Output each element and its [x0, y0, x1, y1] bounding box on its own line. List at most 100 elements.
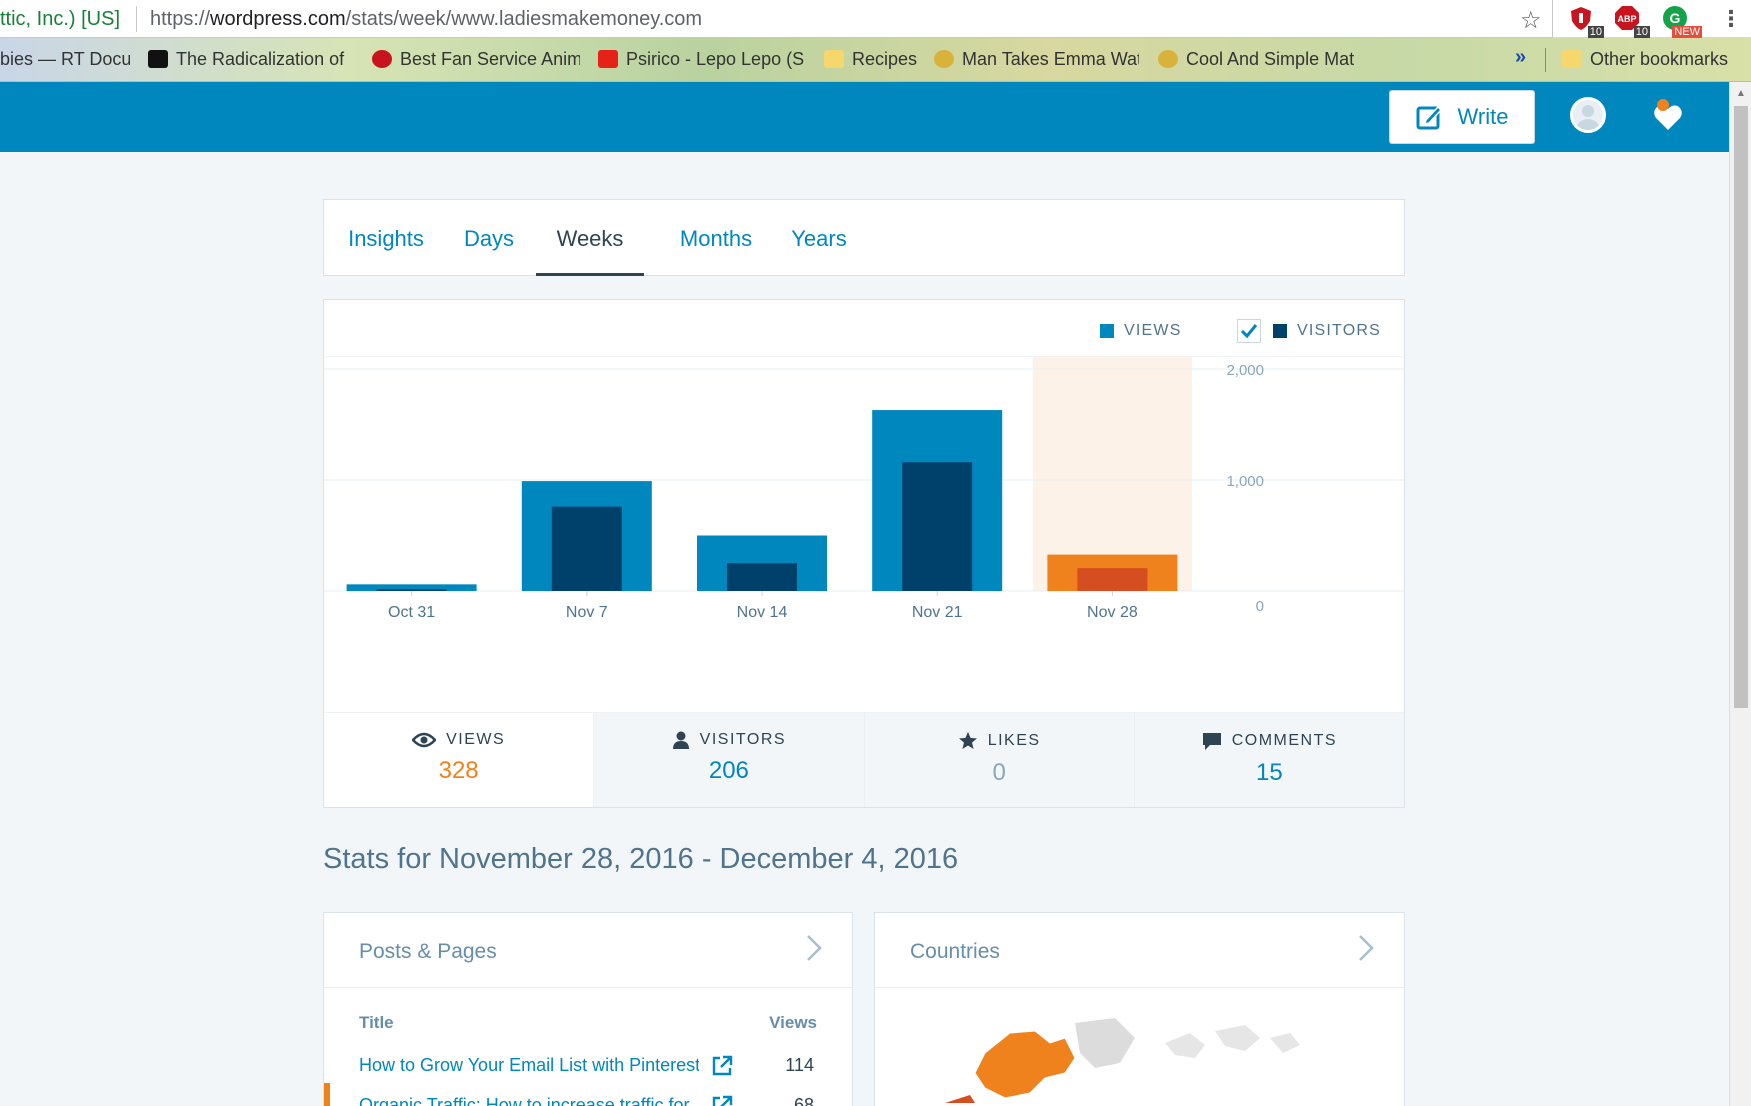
more-bookmarks-chevron-icon[interactable]: » — [1515, 46, 1527, 68]
legend-views: VIEWS — [1100, 322, 1182, 340]
summary-tabs: VIEWS 328 VISITORS 206 LIKES 0 COMMENTS … — [324, 712, 1404, 807]
visitors-swatch — [1273, 324, 1287, 338]
post-title-link[interactable]: Organic Traffic: How to increase traffic… — [359, 1095, 690, 1106]
bookmarks-divider — [1545, 48, 1546, 72]
x-tick-label: Nov 28 — [1087, 604, 1138, 621]
countries-module-header[interactable]: Countries — [875, 913, 1404, 988]
bookmark-item[interactable]: Man Takes Emma Wat — [934, 49, 1139, 70]
bookmark-item[interactable]: Cool And Simple Mat — [1158, 49, 1363, 70]
countries-module: Countries — [874, 912, 1405, 1106]
summary-likes-label: LIKES — [987, 732, 1041, 749]
post-title-link[interactable]: How to Grow Your Email List with Pintere… — [359, 1055, 699, 1075]
post-views-count: 114 — [785, 1055, 814, 1075]
post-views-count: 68 — [793, 1095, 814, 1106]
summary-views[interactable]: VIEWS 328 — [324, 713, 594, 807]
svg-text:ABP: ABP — [1617, 14, 1636, 24]
adblock-plus-icon[interactable]: ABP 10 — [1614, 5, 1650, 38]
summary-likes-value: 0 — [992, 759, 1006, 786]
summary-views-label: VIEWS — [446, 731, 506, 748]
period-tabs: Insights Days Weeks Months Years — [323, 199, 1405, 276]
user-avatar[interactable] — [1570, 97, 1606, 133]
url-path: /stats/week/www.ladiesmakemoney.com — [345, 8, 703, 30]
bookmark-item[interactable]: bies — RT Docu — [0, 49, 130, 70]
chevron-right-icon[interactable] — [804, 933, 824, 963]
url-text[interactable]: https://wordpress.com/stats/week/www.lad… — [150, 8, 702, 31]
wp-masterbar: Write — [0, 82, 1729, 152]
post-row[interactable]: How to Grow Your Email List with Pintere… — [359, 1055, 814, 1085]
bookmark-item[interactable]: Psirico - Lepo Lepo (S — [598, 49, 804, 70]
summary-visitors[interactable]: VISITORS 206 — [593, 713, 864, 807]
tab-years[interactable]: Years — [791, 226, 847, 251]
summary-visitors-value: 206 — [708, 757, 749, 784]
site-identity: ttic, Inc.) [US] — [0, 8, 121, 30]
countries-world-map[interactable] — [915, 1013, 1355, 1103]
bookmark-favicon-icon — [148, 50, 168, 68]
summary-comments[interactable]: COMMENTS 15 — [1133, 713, 1404, 807]
eye-icon — [412, 732, 437, 748]
address-bar[interactable]: ttic, Inc.) [US] https://wordpress.com/s… — [0, 0, 1553, 38]
comment-icon — [1202, 733, 1221, 750]
bookmark-favicon-icon — [372, 50, 392, 68]
posts-module-title: Posts & Pages — [359, 940, 497, 963]
summary-likes[interactable]: LIKES 0 — [863, 713, 1134, 807]
stats-period-heading: Stats for November 28, 2016 - December 4… — [323, 843, 959, 875]
tab-weeks[interactable]: Weeks — [536, 200, 644, 276]
person-icon — [672, 731, 689, 749]
chevron-right-icon[interactable] — [1356, 933, 1376, 963]
bookmark-label: bies — RT Docu — [0, 49, 130, 69]
folder-icon — [1562, 50, 1582, 68]
stats-chart-card: VIEWS VISITORS 2,000 1,000 0 Oct 31 Nov 7 Nov… — [323, 299, 1405, 808]
youtube-icon — [598, 50, 618, 68]
bookmark-item[interactable]: Best Fan Service Anim — [372, 49, 580, 70]
url-domain: wordpress.com — [210, 8, 346, 30]
views-swatch — [1100, 324, 1114, 338]
url-scheme: https:// — [150, 8, 211, 30]
browser-menu-icon[interactable]: ⋮ — [1720, 6, 1742, 31]
bookmark-folder[interactable]: Recipes — [824, 49, 924, 70]
tab-insights[interactable]: Insights — [348, 226, 424, 251]
extension-badge: 10 — [1633, 26, 1650, 38]
other-bookmarks-folder[interactable]: Other bookmarks — [1562, 49, 1747, 70]
external-link-icon[interactable] — [711, 1055, 733, 1077]
posts-module-header[interactable]: Posts & Pages — [324, 913, 852, 988]
bookmark-favicon-icon — [1158, 50, 1178, 68]
views-bar — [346, 584, 477, 591]
y-tick-label: 1,000 — [1226, 473, 1264, 490]
bookmark-item[interactable]: The Radicalization of — [148, 49, 348, 70]
legend-visitors-label: VISITORS — [1297, 322, 1381, 339]
bookmark-favicon-icon — [934, 50, 954, 68]
page-scrollbar[interactable]: ▲ — [1729, 82, 1751, 1106]
grammarly-icon[interactable]: G NEW — [1662, 5, 1702, 38]
tab-days[interactable]: Days — [463, 226, 515, 251]
external-link-icon[interactable] — [711, 1095, 733, 1106]
countries-module-title: Countries — [910, 940, 1000, 963]
notifications-bell-icon[interactable] — [1650, 96, 1686, 136]
bookmark-star-icon[interactable]: ☆ — [1520, 7, 1542, 34]
visitors-bar — [727, 563, 797, 591]
y-tick-label: 0 — [1256, 598, 1264, 615]
scroll-up-arrow-icon[interactable]: ▲ — [1736, 88, 1746, 99]
bookmarks-bar: bies — RT Docu The Radicalization of Bes… — [0, 38, 1751, 82]
visitors-bar — [1077, 568, 1148, 591]
visitors-checkbox[interactable] — [1237, 319, 1261, 343]
visitors-bar — [551, 506, 622, 591]
weekly-bar-chart: 2,000 1,000 0 Oct 31 Nov 7 Nov 14 Nov 21 Nov 28 — [324, 357, 1404, 621]
x-tick-label: Nov 7 — [566, 604, 608, 621]
chart-legend: VIEWS VISITORS — [324, 300, 1404, 357]
ublock-extension-icon[interactable]: 10 — [1568, 5, 1604, 38]
scrollbar-thumb[interactable] — [1734, 106, 1748, 708]
post-row[interactable]: Organic Traffic: How to increase traffic… — [359, 1095, 814, 1106]
bookmark-label: Man Takes Emma Wat — [962, 49, 1139, 69]
write-button[interactable]: Write — [1389, 90, 1535, 144]
row-highlight-marker — [324, 1083, 330, 1106]
x-tick-label: Oct 31 — [388, 604, 435, 621]
posts-pages-module: Posts & Pages Title Views How to Grow Yo… — [323, 912, 853, 1106]
highlighted-week-band — [1032, 357, 1192, 591]
bookmark-label: Other bookmarks — [1590, 49, 1729, 69]
tab-months[interactable]: Months — [679, 226, 753, 251]
x-tick-label: Nov 14 — [737, 604, 788, 621]
summary-comments-value: 15 — [1256, 759, 1283, 786]
y-tick-label: 2,000 — [1226, 362, 1264, 379]
legend-visitors: VISITORS — [1273, 322, 1381, 340]
bookmark-label: Recipes — [852, 49, 918, 69]
